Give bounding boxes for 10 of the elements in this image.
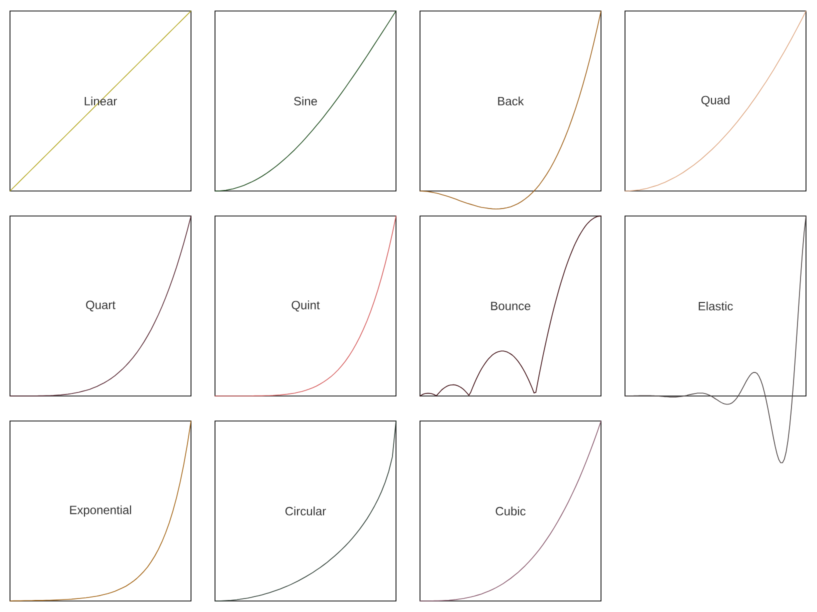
text: Bounce xyxy=(491,302,530,310)
text: Exponential xyxy=(70,505,132,517)
text: Quart xyxy=(86,300,116,312)
text: Quad xyxy=(701,96,730,106)
text: Circular xyxy=(285,506,326,516)
text: Quint xyxy=(292,300,320,312)
text: Back xyxy=(498,96,524,106)
text: Elastic xyxy=(698,302,733,310)
text: Sine xyxy=(294,96,317,106)
text: Cubic xyxy=(496,506,526,516)
